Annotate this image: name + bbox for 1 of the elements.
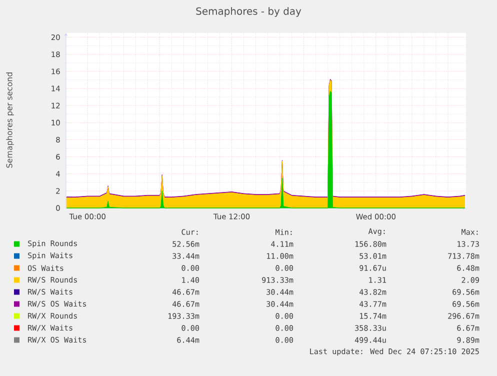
chart-title: Semaphores - by day [196, 7, 302, 17]
